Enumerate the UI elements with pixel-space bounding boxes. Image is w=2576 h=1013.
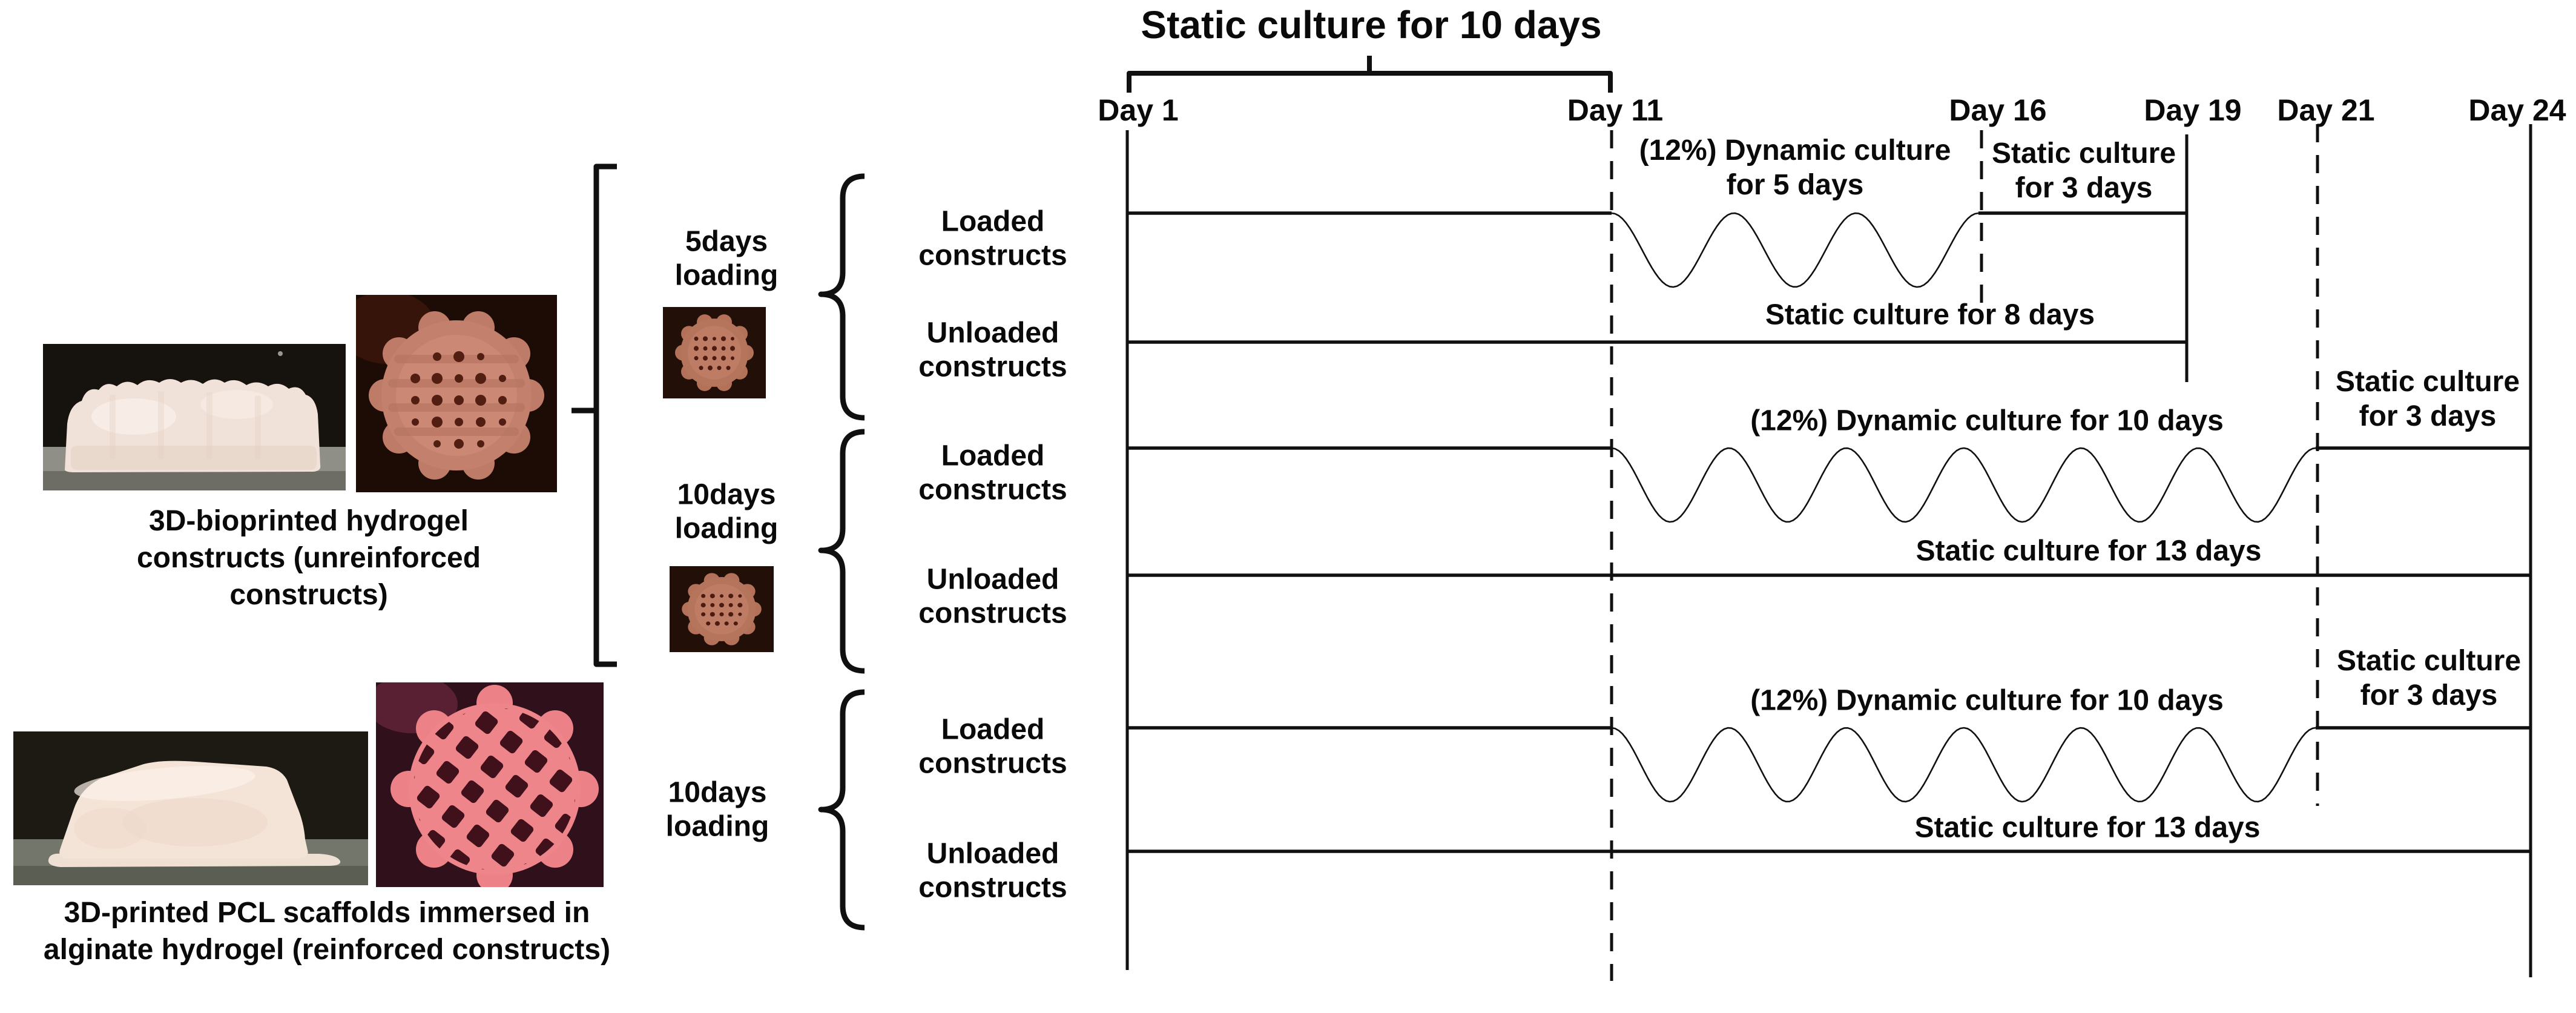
unreinforced-group-bracket <box>593 163 617 667</box>
photo-reinforced-side <box>13 731 368 885</box>
day1-11-bracket <box>1127 71 1613 93</box>
lattice-holes <box>694 336 735 371</box>
day-label: Day 21 <box>2277 93 2375 127</box>
phase-annotation: (12%) Dynamic culture for 10 days <box>1750 684 2224 717</box>
dynamic-loading-wave <box>1611 727 2316 803</box>
dynamic-loading-wave <box>1611 212 1979 288</box>
day-label: Day 19 <box>2144 93 2242 127</box>
dynamic-loading-wave <box>1611 447 2316 523</box>
phase-annotation: (12%) Dynamic culture for 10 days <box>1750 404 2224 437</box>
phase-annotation: (12%) Dynamic culture for 5 days <box>1639 134 1951 201</box>
row-label: Loaded constructs <box>918 205 1067 271</box>
row-label: Loaded constructs <box>918 440 1067 506</box>
day-label: Day 24 <box>2468 93 2566 127</box>
row-label: Unloaded constructs <box>918 317 1067 383</box>
photo-unreinforced-top <box>356 295 557 492</box>
photo-unreinforced-side <box>43 344 346 490</box>
group-label: 10days loading <box>674 478 779 544</box>
thumb-scaffold-10days <box>670 566 774 652</box>
caption-unreinforced: 3D-bioprinted hydrogel constructs (unrei… <box>136 505 481 611</box>
phase-annotation: Static culture for 3 days <box>2336 645 2522 711</box>
lattice-holes <box>410 351 507 449</box>
phase-annotation: Static culture for 8 days <box>1765 299 2095 331</box>
day-label: Day 16 <box>1949 93 2047 127</box>
row-label: Unloaded constructs <box>918 563 1067 629</box>
lattice-holes <box>700 593 743 626</box>
group-brace <box>818 173 865 421</box>
phase-annotation: Static culture for 3 days <box>1991 137 2176 204</box>
group-brace <box>818 429 865 674</box>
group-label: 10days loading <box>665 776 769 842</box>
row-label: Unloaded constructs <box>918 837 1067 903</box>
caption-reinforced: 3D-printed PCL scaffolds immersed in alg… <box>43 897 611 966</box>
day-label: Day 1 <box>1098 93 1179 127</box>
row-label: Loaded constructs <box>918 713 1067 779</box>
photo-reinforced-top <box>376 682 604 887</box>
phase-annotation: Static culture for 13 days <box>1916 535 2262 567</box>
thumb-scaffold-5days <box>663 307 766 398</box>
phase-annotation: Static culture for 3 days <box>2335 366 2520 432</box>
day-label: Day 11 <box>1567 93 1664 127</box>
timeline-title: Static culture for 10 days <box>1141 2 1602 47</box>
phase-annotation: Static culture for 13 days <box>1914 811 2261 844</box>
group-brace <box>818 689 865 931</box>
group-label: 5days loading <box>674 225 779 291</box>
